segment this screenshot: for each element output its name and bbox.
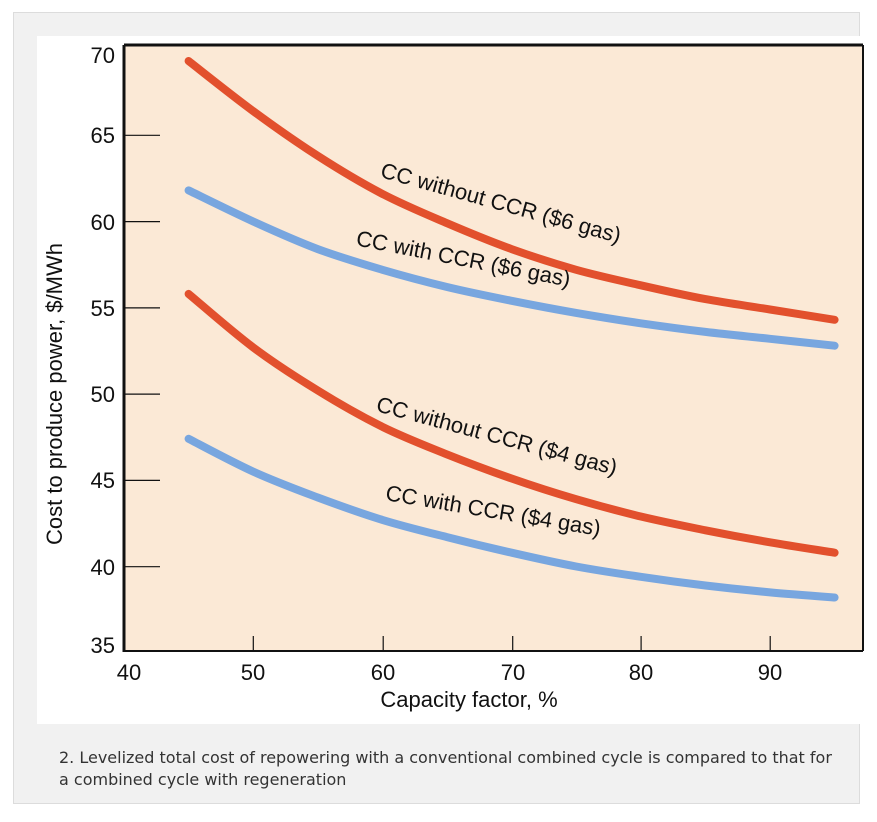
y-tick-label-70: 70 — [91, 43, 115, 68]
y-axis-title: Cost to produce power, $/MWh — [42, 243, 67, 545]
plot-background — [124, 45, 863, 651]
figure-caption: 2. Levelized total cost of repowering wi… — [59, 748, 832, 789]
series-line-cc-without-ccr-6-gas — [184, 57, 839, 324]
chart-area: 70 65 60 55 50 45 40 35 40 50 60 70 80 9… — [37, 36, 866, 724]
blue-curves — [184, 186, 839, 602]
x-tick-label-70: 70 — [501, 660, 525, 685]
y-tick-label-50: 50 — [91, 382, 115, 407]
red-curves — [184, 57, 839, 557]
series-line-cc-with-ccr-4-gas — [184, 434, 839, 602]
y-tick-label-35: 35 — [91, 633, 115, 658]
x-axis-title: Capacity factor, % — [380, 687, 557, 712]
y-tick-label-40: 40 — [91, 555, 115, 580]
figure-container: 70 65 60 55 50 45 40 35 40 50 60 70 80 9… — [13, 12, 866, 804]
y-tick-label-60: 60 — [91, 210, 115, 235]
chart-svg: 70 65 60 55 50 45 40 35 40 50 60 70 80 9… — [42, 43, 864, 712]
y-tick-label-45: 45 — [91, 468, 115, 493]
x-tick-label-50: 50 — [241, 660, 265, 685]
x-tick-label-60: 60 — [371, 660, 395, 685]
series-line-cc-with-ccr-6-gas — [184, 186, 839, 350]
x-tick-label-80: 80 — [629, 660, 653, 685]
x-tick-label-40: 40 — [117, 660, 141, 685]
x-tick-label-90: 90 — [758, 660, 782, 685]
series-line-cc-without-ccr-4-gas — [184, 289, 839, 557]
y-tick-label-55: 55 — [91, 296, 115, 321]
y-tick-label-65: 65 — [91, 123, 115, 148]
